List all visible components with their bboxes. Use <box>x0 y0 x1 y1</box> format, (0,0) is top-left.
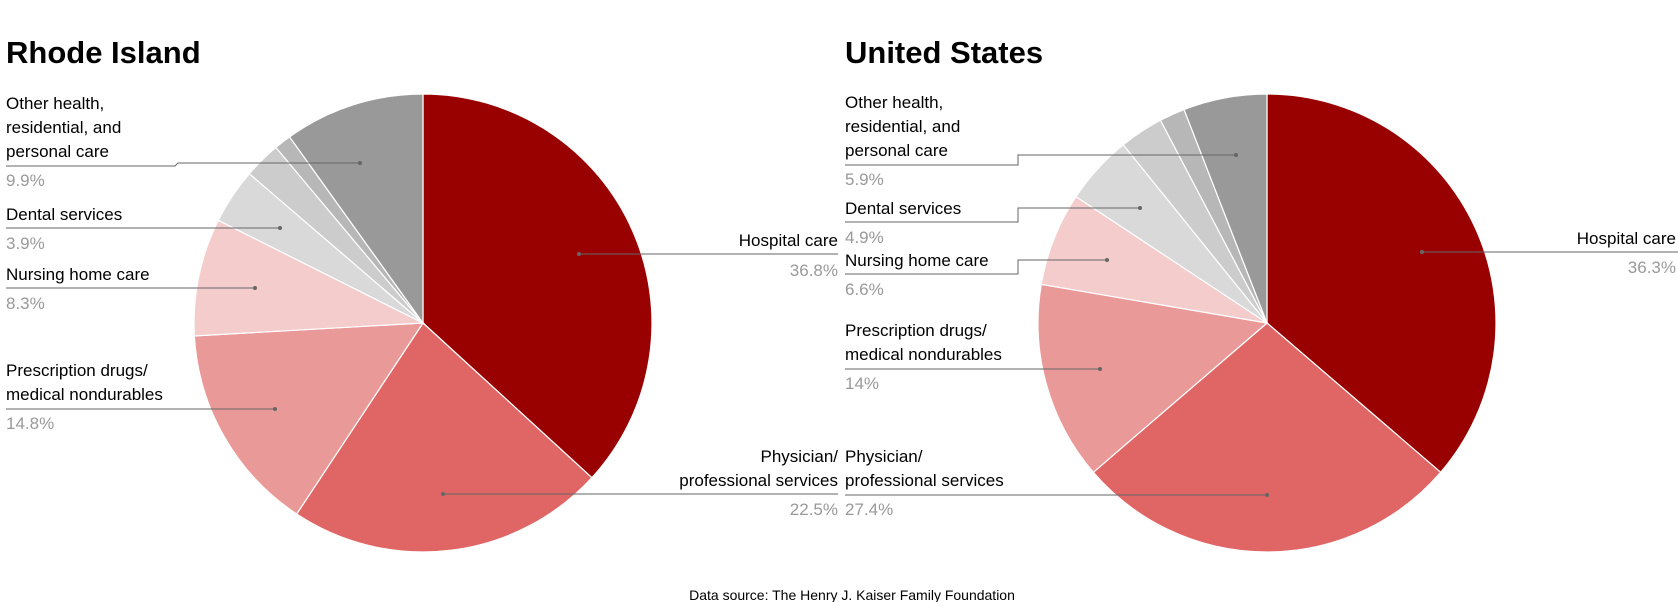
label-us-other-line2: residential, and <box>845 117 960 136</box>
label-us-other-line3: personal care <box>845 141 948 160</box>
leader-dot-us-rx <box>1098 367 1102 371</box>
pie-slice-ri-nursing-home-care <box>193 219 426 337</box>
pie-slice-ri-prescription-drugs-medical-nondurables <box>193 322 425 515</box>
value-ri-hospital: 36.8% <box>790 261 838 280</box>
leader-dot-ri-rx <box>273 407 277 411</box>
value-us-rx: 14% <box>845 374 879 393</box>
pie-slice-us-hospital-care <box>1266 93 1497 474</box>
leader-dot-ri-hospital <box>577 252 581 256</box>
leader-us-nursing <box>845 259 1107 275</box>
value-us-dental: 4.9% <box>845 228 884 247</box>
leader-us-dental <box>845 207 1140 223</box>
label-ri-dental: Dental services <box>6 205 122 224</box>
leader-dot-us-nursing <box>1105 258 1109 262</box>
pie-slice-us-prescription-drugs-medical-nondurables <box>1037 283 1269 474</box>
leader-dot-us-dental <box>1138 206 1142 210</box>
leader-ri-other <box>6 162 360 167</box>
pie-united-states <box>1037 93 1497 553</box>
value-ri-physician: 22.5% <box>790 500 838 519</box>
label-us-nursing: Nursing home care <box>845 251 989 270</box>
label-ri-other-line3: personal care <box>6 142 109 161</box>
leader-dot-us-hospital <box>1420 250 1424 254</box>
leader-dot-us-physician <box>1265 493 1269 497</box>
value-ri-other: 9.9% <box>6 171 45 190</box>
value-ri-dental: 3.9% <box>6 234 45 253</box>
labels-united-states: Hospital care 36.3% Physician/ professio… <box>845 93 1676 519</box>
label-ri-hospital: Hospital care <box>739 231 838 250</box>
leader-dot-ri-other <box>358 161 362 165</box>
pie-slice-ri-physician-professional-services <box>295 322 593 553</box>
value-us-physician: 27.4% <box>845 500 893 519</box>
label-ri-rx-line1: Prescription drugs/ <box>6 361 148 380</box>
pie-slice-ri-hospital-care <box>422 93 653 479</box>
pie-slice-ri-other-health-residential-and-personal-care <box>288 93 424 325</box>
label-us-rx-line2: medical nondurables <box>845 345 1002 364</box>
pie-rhode-island <box>193 93 653 553</box>
leaders-rhode-island <box>6 161 838 496</box>
label-ri-nursing: Nursing home care <box>6 265 150 284</box>
label-ri-physician-line2: professional services <box>679 471 838 490</box>
label-us-physician-line2: professional services <box>845 471 1004 490</box>
label-us-hospital: Hospital care <box>1577 229 1676 248</box>
value-us-other: 5.9% <box>845 170 884 189</box>
leader-dot-ri-dental <box>278 226 282 230</box>
label-us-physician-line1: Physician/ <box>845 447 923 466</box>
value-ri-nursing: 8.3% <box>6 294 45 313</box>
leader-dot-ri-nursing <box>253 286 257 290</box>
chart-title-united-states: United States <box>845 35 1043 70</box>
data-source-note: Data source: The Henry J. Kaiser Family … <box>689 587 1015 602</box>
leaders-united-states <box>845 153 1678 497</box>
label-ri-rx-line2: medical nondurables <box>6 385 163 404</box>
value-us-hospital: 36.3% <box>1628 258 1676 277</box>
leader-dot-ri-physician <box>441 492 445 496</box>
leader-dot-us-other <box>1234 153 1238 157</box>
value-us-nursing: 6.6% <box>845 280 884 299</box>
label-ri-other-line1: Other health, <box>6 94 104 113</box>
value-ri-rx: 14.8% <box>6 414 54 433</box>
pie-slice-us-other-health-residential-and-personal-care <box>1183 93 1268 324</box>
labels-rhode-island: Hospital care 36.8% Physician/ professio… <box>6 94 838 519</box>
chart-title-rhode-island: Rhode Island <box>6 35 201 70</box>
leader-us-other <box>845 154 1236 166</box>
label-us-dental: Dental services <box>845 199 961 218</box>
label-ri-physician-line1: Physician/ <box>761 447 839 466</box>
label-us-other-line1: Other health, <box>845 93 943 112</box>
label-ri-other-line2: residential, and <box>6 118 121 137</box>
label-us-rx-line1: Prescription drugs/ <box>845 321 987 340</box>
